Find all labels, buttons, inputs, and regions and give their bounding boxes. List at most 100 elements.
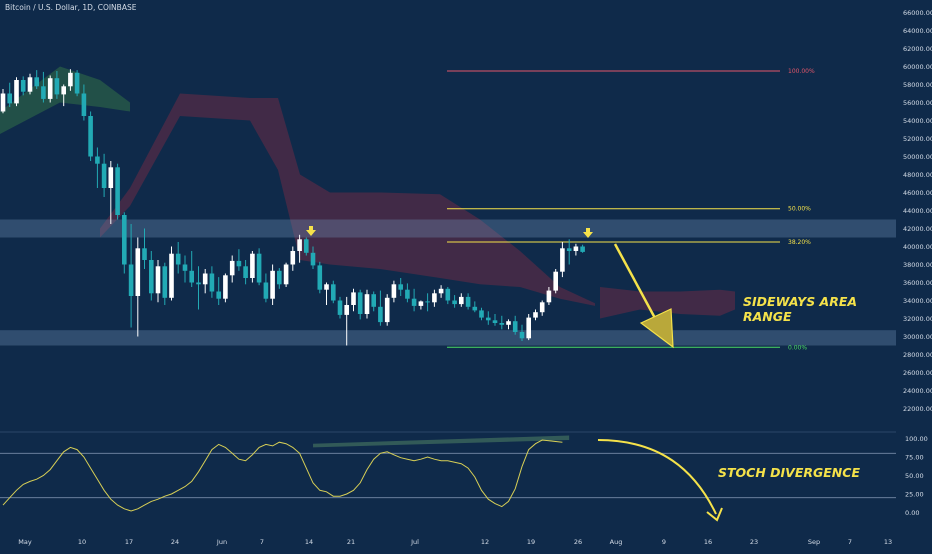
candle-body-0[interactable] (0, 93, 6, 112)
candle-body-58[interactable] (391, 284, 397, 298)
candle-body-31[interactable] (209, 273, 215, 292)
oscillator-axis[interactable]: 100.00 75.00 50.00 25.00 0.00 (905, 435, 928, 517)
candle-body-73[interactable] (492, 320, 498, 323)
candle-body-8[interactable] (54, 78, 60, 95)
candle-body-5[interactable] (34, 77, 39, 87)
candle-body-18[interactable] (122, 215, 127, 265)
candle-body-23[interactable] (155, 266, 161, 294)
sideways-annotation-line2[interactable]: RANGE (743, 309, 792, 324)
candlestick-series[interactable] (0, 69, 585, 346)
candle-body-68[interactable] (459, 296, 464, 305)
candle-body-13[interactable] (88, 116, 93, 157)
candle-body-86[interactable] (580, 246, 585, 252)
stoch-line[interactable] (2, 439, 563, 512)
candle-body-70[interactable] (472, 306, 478, 311)
candle-body-10[interactable] (68, 72, 73, 87)
candle-body-85[interactable] (573, 246, 579, 252)
candle-body-51[interactable] (344, 305, 349, 315)
candle-body-60[interactable] (405, 289, 410, 299)
candle-body-2[interactable] (14, 80, 19, 104)
sideways-annotation-line1[interactable]: SIDEWAYS AREA (743, 294, 857, 309)
candle-body-41[interactable] (277, 270, 282, 285)
candle-body-39[interactable] (263, 282, 269, 299)
candle-body-83[interactable] (560, 248, 565, 272)
candle-body-55[interactable] (371, 294, 376, 307)
candle-body-67[interactable] (452, 300, 457, 305)
candle-body-1[interactable] (7, 93, 12, 104)
candle-body-56[interactable] (378, 306, 383, 323)
stoch-projection-curve[interactable] (597, 439, 717, 515)
candle-body-77[interactable] (519, 332, 525, 339)
candle-body-84[interactable] (566, 248, 572, 251)
date-axis[interactable]: May 10 17 24 Jun 7 14 21 Jul 12 19 26 Aug 9 16 23 Sep 7 13 (18, 538, 892, 546)
candle-body-59[interactable] (398, 284, 403, 290)
candle-body-4[interactable] (27, 77, 33, 92)
candle-body-82[interactable] (553, 271, 558, 291)
candle-body-12[interactable] (81, 93, 87, 117)
candle-body-14[interactable] (95, 156, 100, 164)
candle-body-33[interactable] (223, 275, 228, 299)
projection-arrow-shaft[interactable] (613, 243, 658, 321)
candle-body-17[interactable] (115, 167, 120, 215)
candle-body-26[interactable] (175, 253, 181, 265)
candle-body-34[interactable] (229, 260, 235, 276)
zone-resistance[interactable] (0, 219, 896, 238)
candle-body-25[interactable] (169, 253, 174, 298)
candle-body-52[interactable] (351, 292, 356, 305)
candle-body-78[interactable] (526, 317, 531, 339)
projection-arrow[interactable] (613, 243, 674, 349)
candle-body-54[interactable] (364, 294, 370, 314)
candle-body-50[interactable] (337, 300, 343, 315)
candle-body-66[interactable] (445, 288, 451, 301)
fibonacci-retracement[interactable]: 100.00% 50.00% 38.20% 0.00% (447, 68, 815, 351)
candle-body-46[interactable] (310, 252, 316, 266)
candle-body-64[interactable] (432, 293, 437, 303)
candle-body-45[interactable] (304, 239, 309, 253)
candle-body-38[interactable] (256, 253, 262, 283)
candle-body-36[interactable] (243, 266, 248, 278)
stoch-annotation[interactable]: STOCH DIVERGENCE (718, 465, 860, 480)
candle-body-76[interactable] (512, 321, 518, 332)
projection-arrow-head[interactable] (639, 308, 674, 349)
price-axis[interactable]: 66000.00 64000.00 62000.00 60000.00 58000.00… (903, 9, 932, 413)
stochastic-pane[interactable] (0, 435, 896, 522)
candle-body-15[interactable] (101, 163, 107, 188)
candle-body-16[interactable] (108, 167, 114, 188)
candle-body-69[interactable] (465, 296, 471, 307)
candle-body-79[interactable] (533, 312, 538, 318)
candle-body-61[interactable] (411, 298, 417, 306)
candle-body-29[interactable] (196, 282, 201, 285)
candle-body-75[interactable] (506, 321, 511, 325)
candle-body-30[interactable] (202, 273, 208, 285)
candle-body-37[interactable] (250, 253, 255, 278)
candle-body-32[interactable] (216, 291, 221, 299)
candle-body-19[interactable] (128, 264, 134, 297)
candle-body-49[interactable] (331, 284, 336, 301)
candle-body-6[interactable] (41, 86, 46, 99)
candle-body-72[interactable] (486, 317, 491, 321)
zone-support[interactable] (0, 330, 896, 346)
candle-body-9[interactable] (61, 86, 66, 95)
candle-body-3[interactable] (20, 80, 26, 92)
candle-body-27[interactable] (182, 264, 188, 271)
candle-body-20[interactable] (135, 248, 141, 296)
candle-body-7[interactable] (47, 78, 53, 99)
candle-body-21[interactable] (142, 248, 147, 260)
candle-body-11[interactable] (74, 72, 80, 94)
candle-body-71[interactable] (479, 310, 484, 318)
candle-body-43[interactable] (290, 251, 296, 265)
candle-body-35[interactable] (236, 260, 242, 267)
candle-body-57[interactable] (384, 297, 390, 323)
candle-body-62[interactable] (418, 301, 424, 306)
candle-body-65[interactable] (438, 288, 444, 294)
candle-body-40[interactable] (270, 270, 275, 299)
candle-body-81[interactable] (546, 290, 552, 303)
candle-body-47[interactable] (317, 265, 323, 290)
candle-body-24[interactable] (162, 266, 168, 298)
candle-body-48[interactable] (324, 284, 329, 290)
text-annotations[interactable]: SIDEWAYS AREA RANGE STOCH DIVERGENCE (718, 294, 860, 480)
candle-body-74[interactable] (499, 323, 505, 325)
candle-body-80[interactable] (539, 302, 545, 313)
